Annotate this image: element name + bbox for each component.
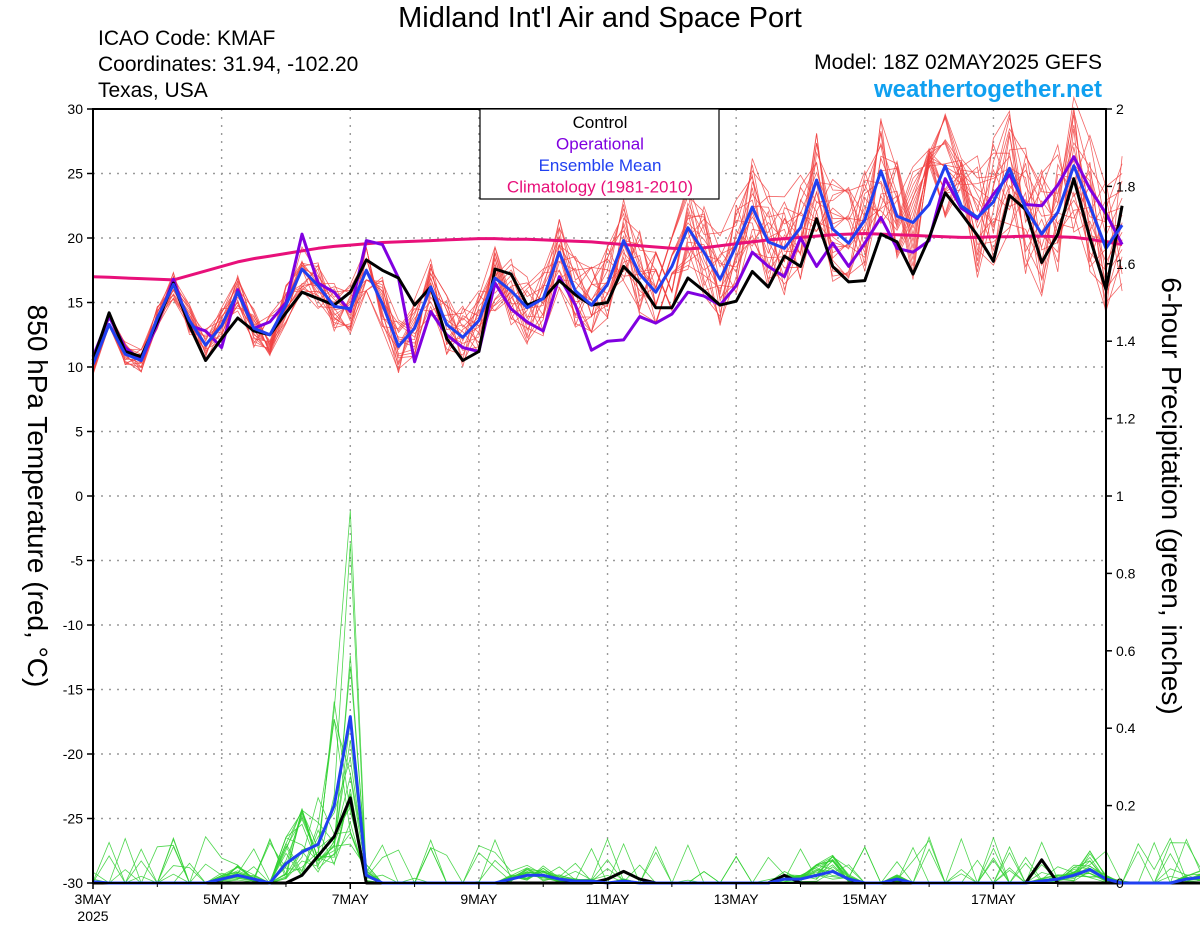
y2-tick-label: 0.4 [1116,720,1136,736]
y2-tick-label: 0.8 [1116,565,1136,581]
plot-frame [92,108,1107,884]
site-link[interactable]: weathertogether.net [873,76,1102,103]
y2-tick-label: 1.4 [1116,333,1136,349]
y-tick-label: -5 [71,553,84,569]
precip-member-line [92,666,1200,884]
y-tick-label: -15 [63,682,83,698]
x-tick-label: 13MAY [714,891,760,907]
ensemble-member-lines [92,95,1200,885]
y2-tick-label: 0 [1116,875,1124,891]
y-tick-label: 5 [75,424,83,440]
grid-lines [93,109,1106,883]
legend-entry: Ensemble Mean [539,156,662,175]
chart-title: Midland Int'l Air and Space Port [398,2,802,34]
x-tick-label: 17MAY [971,891,1017,907]
y-tick-label: -20 [63,746,83,762]
legend-entry: Climatology (1981-2010) [507,178,693,197]
y-axis-title: 850 hPa Temperature (red, °C) [22,305,53,688]
precip-member-line [92,719,1200,884]
y-tick-label: 0 [75,488,83,504]
y-tick-label: 20 [67,230,83,246]
axes: 302520151050-5-10-15-20-25-3021.81.61.41… [63,101,1136,924]
precip-member-line [92,510,1200,884]
y-tick-label: -30 [63,875,83,891]
climatology-temp-line [92,232,1123,282]
precip-member-line [92,543,1200,884]
y2-tick-label: 0.6 [1116,643,1136,659]
x-tick-label: 15MAY [842,891,888,907]
region: Texas, USA [98,79,208,102]
y-tick-label: 25 [67,166,83,182]
x-tick-label: 9MAY [460,891,498,907]
y2-axis-title: 6-hour Precipitation (green, inches) [1156,277,1187,714]
y-tick-label: -25 [63,811,83,827]
y2-tick-label: 1.8 [1116,178,1136,194]
ensemble-mean-precip-line [92,715,1200,885]
temp-member-line [92,95,1123,364]
icao-code: ICAO Code: KMAF [98,27,276,50]
precip-member-line [92,719,1200,885]
precip-member-line [92,701,1200,884]
ensemble-mean-temp-line [91,164,1124,365]
series-lines [91,155,1200,885]
y-tick-label: 10 [67,359,83,375]
precip-member-line [92,758,1200,884]
axis-titles: 850 hPa Temperature (red, °C) 6-hour Prec… [22,277,1187,714]
y2-tick-label: 2 [1116,101,1124,117]
y-tick-label: -10 [63,617,83,633]
y2-tick-label: 1 [1116,488,1124,504]
operational-temp-line [91,155,1124,364]
x-tick-label: 7MAY [332,891,370,907]
coordinates: Coordinates: 31.94, -102.20 [98,53,359,76]
y-tick-label: 15 [67,295,83,311]
legend-entry: Operational [556,135,644,154]
legend-box [479,108,720,200]
x-tick-sublabel: 2025 [77,908,108,924]
x-tick-label: 3MAY [74,891,112,907]
model-run: Model: 18Z 02MAY2025 GEFS [814,51,1102,74]
x-tick-label: 5MAY [203,891,241,907]
legend-entry: Control [573,113,628,132]
legend: Control Operational Ensemble Mean Climatolo… [479,108,720,200]
y2-tick-label: 1.2 [1116,411,1136,427]
x-tick-label: 11MAY [586,891,630,907]
y-tick-label: 30 [67,101,83,117]
y2-tick-label: 1.6 [1116,256,1136,272]
y2-tick-label: 0.2 [1116,798,1136,814]
